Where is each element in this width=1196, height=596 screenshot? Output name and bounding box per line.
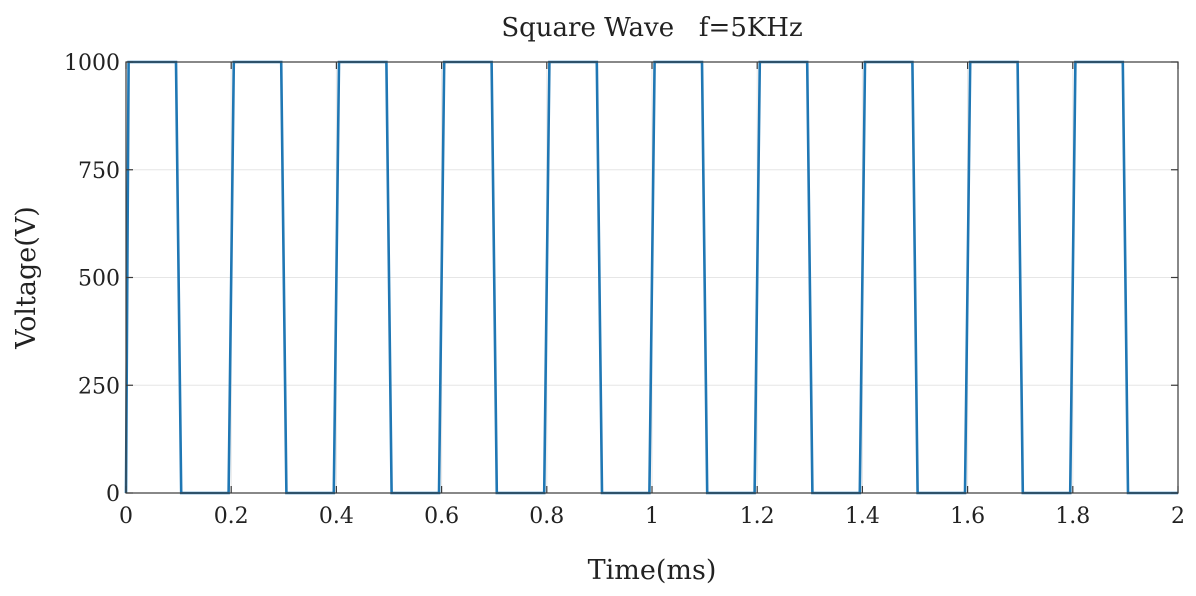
- y-tick-label: 0: [106, 482, 120, 507]
- x-tick-label: 0.8: [529, 504, 564, 529]
- x-tick-label: 0.4: [319, 504, 354, 529]
- x-tick-label: 0.6: [424, 504, 459, 529]
- y-axis-label: Voltage(V): [11, 206, 42, 350]
- x-tick-label: 1.2: [740, 504, 775, 529]
- x-tick-label: 2: [1171, 504, 1185, 529]
- axis-ticks: 0 0.2 0.4 0.6 0.8 1 1.2 1.4 1.6 1.8 2 0 250 500 750 100…: [64, 51, 1185, 529]
- x-tick-label: 0: [119, 504, 133, 529]
- chart-title: Square Wave f=5KHz: [501, 13, 802, 43]
- x-tick-label: 1.6: [950, 504, 985, 529]
- x-tick-label: 1.4: [845, 504, 880, 529]
- y-tick-label: 250: [78, 374, 120, 399]
- y-tick-label: 500: [78, 267, 120, 292]
- y-tick-label: 1000: [64, 51, 120, 76]
- x-tick-label: 1: [645, 504, 659, 529]
- x-axis-label: Time(ms): [588, 555, 717, 586]
- x-tick-label: 1.8: [1055, 504, 1090, 529]
- y-tick-label: 750: [78, 159, 120, 184]
- x-tick-label: 0.2: [214, 504, 249, 529]
